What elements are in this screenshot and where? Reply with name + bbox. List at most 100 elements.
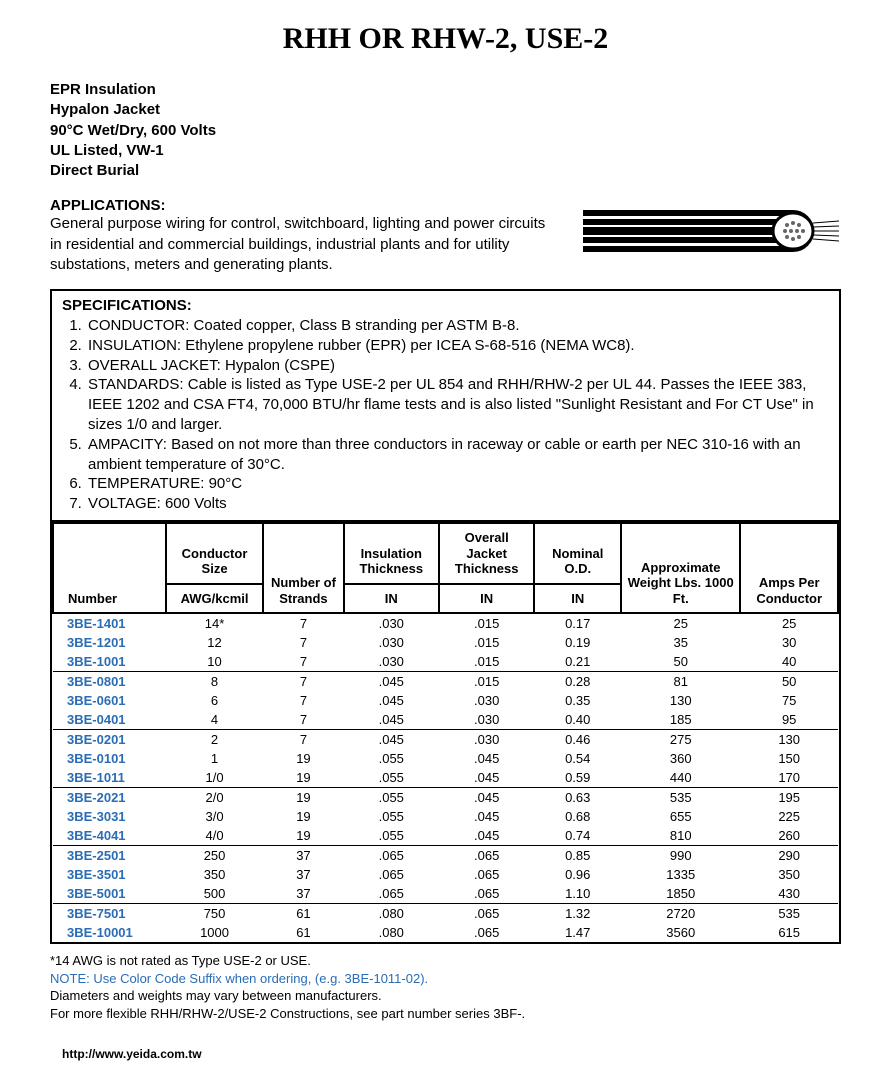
- cell-wt: 3560: [621, 923, 740, 942]
- cell-strands: 7: [263, 652, 343, 672]
- cell-wt: 2720: [621, 904, 740, 924]
- cell-wt: 275: [621, 730, 740, 750]
- cell-ins: .065: [344, 865, 439, 884]
- cell-amps: 350: [740, 865, 838, 884]
- cell-ins: .030: [344, 633, 439, 652]
- cell-strands: 19: [263, 768, 343, 788]
- cell-number: 3BE-10001: [53, 923, 166, 942]
- cell-wt: 990: [621, 846, 740, 866]
- cell-strands: 7: [263, 691, 343, 710]
- footnotes: *14 AWG is not rated as Type USE-2 or US…: [50, 952, 841, 1022]
- feature-line: Hypalon Jacket: [50, 100, 841, 120]
- spec-item: VOLTAGE: 600 Volts: [86, 494, 829, 514]
- cell-amps: 150: [740, 749, 838, 768]
- cell-number: 3BE-0401: [53, 710, 166, 730]
- cell-strands: 7: [263, 672, 343, 692]
- cell-od: 0.40: [534, 710, 621, 730]
- cell-number: 3BE-0601: [53, 691, 166, 710]
- cell-jkt: .015: [439, 633, 534, 652]
- cell-wt: 50: [621, 652, 740, 672]
- cell-ins: .055: [344, 826, 439, 846]
- cell-ins: .055: [344, 749, 439, 768]
- cell-size: 10: [166, 652, 264, 672]
- cell-amps: 40: [740, 652, 838, 672]
- feature-line: Direct Burial: [50, 161, 841, 181]
- cell-od: 0.74: [534, 826, 621, 846]
- cell-wt: 25: [621, 613, 740, 633]
- table-body: 3BE-140114*7.030.0150.1725253BE-1201127.…: [53, 613, 838, 942]
- cell-jkt: .015: [439, 652, 534, 672]
- cell-size: 1: [166, 749, 264, 768]
- cell-ins: .045: [344, 710, 439, 730]
- feature-line: EPR Insulation: [50, 80, 841, 100]
- cell-amps: 225: [740, 807, 838, 826]
- cell-jkt: .015: [439, 613, 534, 633]
- col-jkt-thk: Overall Jacket Thickness: [439, 523, 534, 584]
- page: RHH OR RHW-2, USE-2 EPR Insulation Hypal…: [0, 0, 891, 1079]
- cell-jkt: .045: [439, 826, 534, 846]
- spec-item: INSULATION: Ethylene propylene rubber (E…: [86, 336, 829, 356]
- cell-strands: 37: [263, 846, 343, 866]
- cell-strands: 7: [263, 730, 343, 750]
- cell-od: 0.54: [534, 749, 621, 768]
- applications-heading: APPLICATIONS:: [50, 197, 561, 214]
- cell-number: 3BE-5001: [53, 884, 166, 904]
- cell-size: 350: [166, 865, 264, 884]
- cell-od: 0.68: [534, 807, 621, 826]
- cell-ins: .055: [344, 807, 439, 826]
- col-amps: Amps Per Conductor: [740, 523, 838, 613]
- cell-number: 3BE-0801: [53, 672, 166, 692]
- table-head: Number Conductor Size Number of Strands …: [53, 523, 838, 613]
- cell-number: 3BE-4041: [53, 826, 166, 846]
- spec-item: STANDARDS: Cable is listed as Type USE-2…: [86, 375, 829, 434]
- col-od-sub: IN: [534, 584, 621, 614]
- cell-amps: 130: [740, 730, 838, 750]
- table-row: 3BE-060167.045.0300.3513075: [53, 691, 838, 710]
- cell-number: 3BE-0201: [53, 730, 166, 750]
- cell-wt: 810: [621, 826, 740, 846]
- cell-ins: .055: [344, 788, 439, 808]
- col-ins-thk: Insulation Thickness: [344, 523, 439, 584]
- cell-od: 0.96: [534, 865, 621, 884]
- cell-number: 3BE-0101: [53, 749, 166, 768]
- cell-number: 3BE-1001: [53, 652, 166, 672]
- cell-od: 0.21: [534, 652, 621, 672]
- cell-size: 500: [166, 884, 264, 904]
- cell-ins: .045: [344, 730, 439, 750]
- cell-jkt: .045: [439, 768, 534, 788]
- cell-size: 2/0: [166, 788, 264, 808]
- cell-wt: 655: [621, 807, 740, 826]
- table-row: 3BE-500150037.065.0651.101850430: [53, 884, 838, 904]
- cell-amps: 260: [740, 826, 838, 846]
- cell-od: 0.85: [534, 846, 621, 866]
- cell-number: 3BE-2021: [53, 788, 166, 808]
- spec-item: AMPACITY: Based on not more than three c…: [86, 435, 829, 475]
- cell-ins: .055: [344, 768, 439, 788]
- cell-size: 12: [166, 633, 264, 652]
- table-row: 3BE-1001107.030.0150.215040: [53, 652, 838, 672]
- cell-strands: 19: [263, 749, 343, 768]
- cell-strands: 37: [263, 884, 343, 904]
- cell-strands: 19: [263, 826, 343, 846]
- table-row: 3BE-10111/019.055.0450.59440170: [53, 768, 838, 788]
- cell-strands: 61: [263, 904, 343, 924]
- cell-od: 0.59: [534, 768, 621, 788]
- cell-size: 2: [166, 730, 264, 750]
- table-row: 3BE-140114*7.030.0150.172525: [53, 613, 838, 633]
- table-row: 3BE-30313/019.055.0450.68655225: [53, 807, 838, 826]
- col-number: Number: [53, 523, 166, 613]
- table-row: 3BE-0101119.055.0450.54360150: [53, 749, 838, 768]
- cell-amps: 30: [740, 633, 838, 652]
- cell-number: 3BE-7501: [53, 904, 166, 924]
- cell-jkt: .015: [439, 672, 534, 692]
- cell-jkt: .065: [439, 923, 534, 942]
- cell-od: 0.35: [534, 691, 621, 710]
- cell-number: 3BE-2501: [53, 846, 166, 866]
- table-row: 3BE-350135037.065.0650.961335350: [53, 865, 838, 884]
- cell-size: 250: [166, 846, 264, 866]
- footnote-line: Diameters and weights may vary between m…: [50, 987, 841, 1005]
- cell-od: 0.63: [534, 788, 621, 808]
- cell-amps: 615: [740, 923, 838, 942]
- cell-size: 4: [166, 710, 264, 730]
- cell-size: 1000: [166, 923, 264, 942]
